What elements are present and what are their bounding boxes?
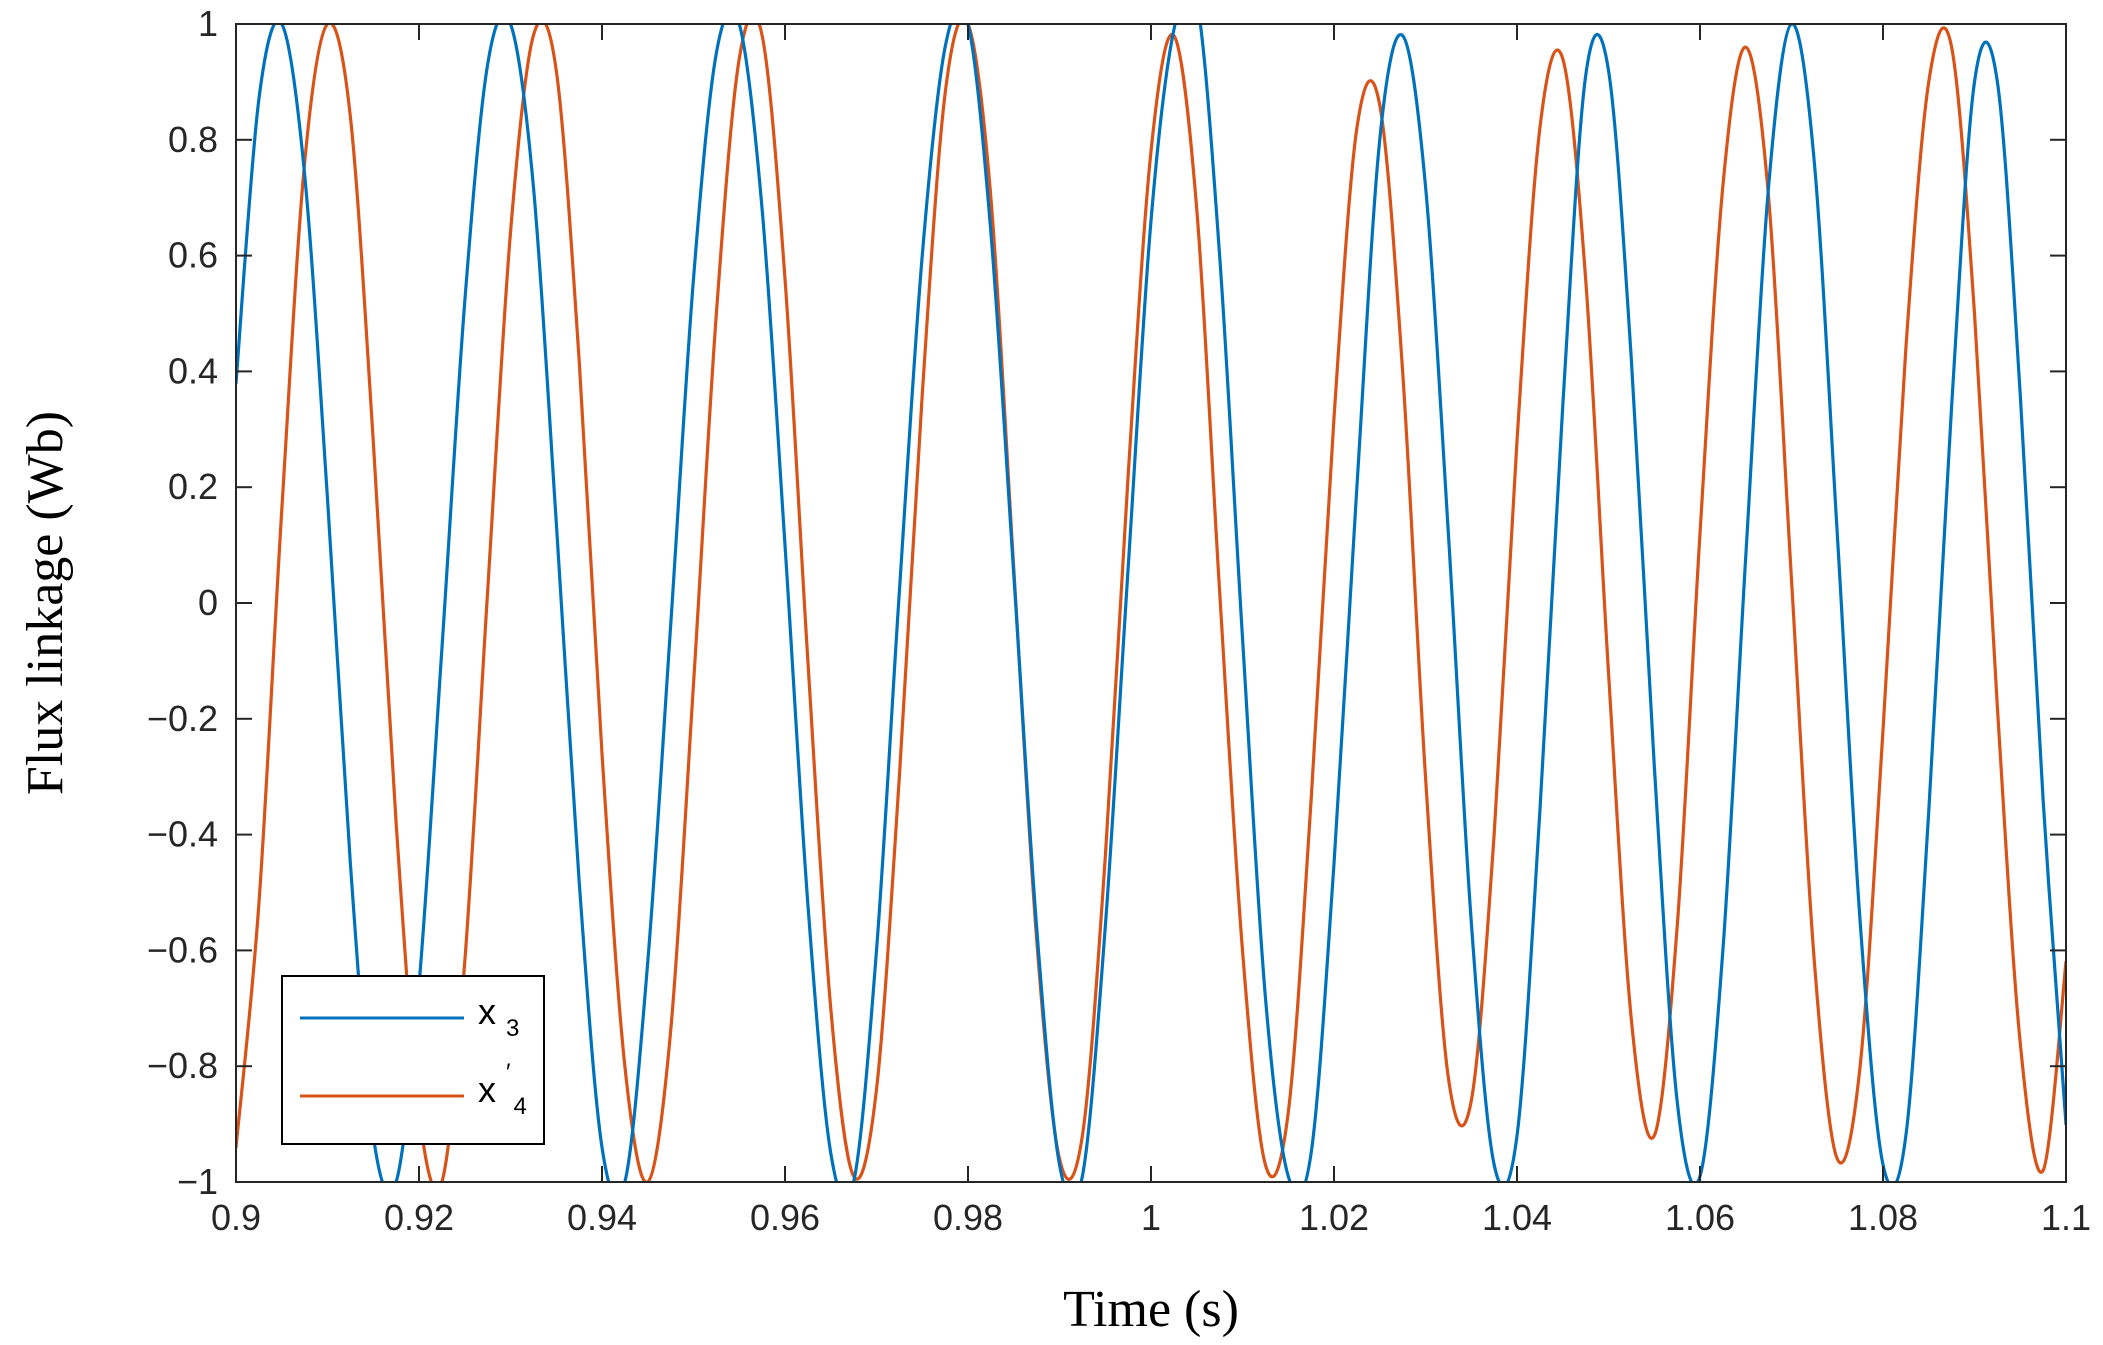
legend-label-x4-prime-superscript: ′ — [506, 1059, 511, 1086]
x-tick-label: 0.98 — [933, 1197, 1003, 1238]
legend-label-x4-prime-main: x — [478, 1069, 496, 1110]
legend-label-x3-subscript: 3 — [506, 1015, 519, 1042]
ticks-layer — [235, 23, 2067, 1183]
y-tick-label: 0.6 — [168, 235, 218, 276]
y-tick-label: −0.8 — [147, 1045, 218, 1086]
y-tick-label: −1 — [177, 1161, 218, 1202]
y-tick-label: 0.8 — [168, 119, 218, 160]
legend: x 3 x ′ 4 — [281, 975, 545, 1145]
y-tick-label: −0.6 — [147, 929, 218, 970]
x-tick-label: 1.04 — [1482, 1197, 1552, 1238]
x-tick-label: 0.9 — [211, 1197, 261, 1238]
tick-labels-layer: 0.9 0.92 0.94 0.96 0.98 1 1.02 1.04 1.06 1.08 1.1 −… — [147, 3, 2091, 1238]
x-tick-label: 1.02 — [1299, 1197, 1369, 1238]
x-tick-label: 1.1 — [2041, 1197, 2091, 1238]
x-tick-label: 0.96 — [750, 1197, 820, 1238]
legend-box — [281, 975, 545, 1145]
y-tick-label: 0.4 — [168, 350, 218, 391]
x-tick-label: 1.06 — [1665, 1197, 1735, 1238]
x-tick-label: 1.08 — [1848, 1197, 1918, 1238]
y-tick-label: 0.2 — [168, 466, 218, 507]
series-line-x3 — [236, 24, 2066, 1182]
x-tick-label: 1 — [1141, 1197, 1161, 1238]
y-axis-title: Flux linkage (Wb) — [17, 411, 74, 795]
legend-label-x3: x 3 — [478, 991, 519, 1042]
legend-label-x4-prime-subscript: 4 — [514, 1093, 527, 1120]
x-tick-label: 0.94 — [567, 1197, 637, 1238]
legend-label-x3-main: x — [478, 991, 496, 1032]
y-tick-label: −0.4 — [147, 814, 218, 855]
y-tick-label: −0.2 — [147, 698, 218, 739]
series-layer — [236, 24, 2066, 1182]
x-tick-label: 0.92 — [384, 1197, 454, 1238]
x-axis-title: Time (s) — [1063, 1281, 1239, 1338]
y-tick-label: 1 — [198, 3, 218, 44]
y-tick-label: 0 — [198, 582, 218, 623]
legend-label-x4-prime: x ′ 4 — [478, 1047, 527, 1120]
